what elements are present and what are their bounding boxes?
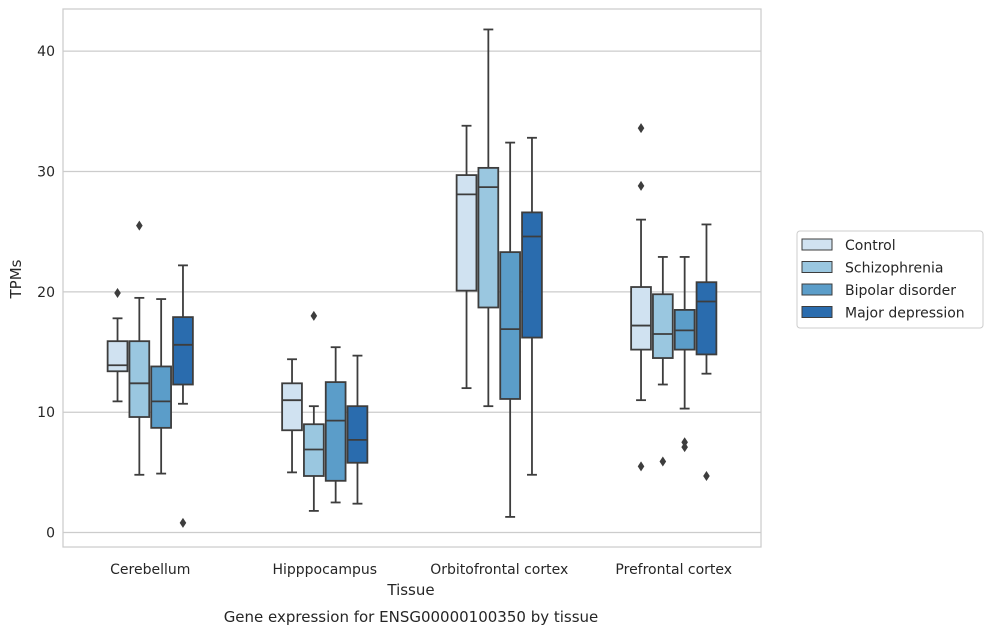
box-iqr xyxy=(281,382,303,432)
legend-swatch xyxy=(801,238,833,251)
outlier-point xyxy=(681,442,688,453)
box xyxy=(346,354,369,505)
outlier-point xyxy=(179,517,187,528)
box-iqr xyxy=(695,281,718,356)
box xyxy=(128,220,151,476)
legend-label: Bipolar disorder xyxy=(845,283,956,299)
y-tick-label: 20 xyxy=(37,285,55,301)
box xyxy=(324,346,347,504)
x-tick-label: Hipppocampus xyxy=(272,562,377,578)
box-iqr xyxy=(346,405,369,464)
grid-lines xyxy=(63,50,761,534)
figure-caption: Gene expression for ENSG00000100350 by t… xyxy=(224,608,599,626)
box xyxy=(652,256,674,467)
series-major-depression xyxy=(172,136,718,528)
box xyxy=(303,310,325,512)
legend-label: Schizophrenia xyxy=(845,261,943,277)
x-tick-label: Prefrontal cortex xyxy=(615,562,732,578)
box-iqr xyxy=(630,286,652,351)
legend-label: Major depression xyxy=(845,306,965,322)
box xyxy=(630,123,652,472)
series-control xyxy=(106,123,652,474)
box-iqr xyxy=(455,174,478,292)
y-tick-label: 30 xyxy=(37,164,55,180)
legend: Control Schizophrenia Bipolar disorder Majo… xyxy=(796,230,984,329)
box xyxy=(172,264,194,528)
outlier-point xyxy=(703,470,710,481)
box xyxy=(150,298,172,475)
x-tick-label: Cerebellum xyxy=(110,562,190,578)
plot-area-frame xyxy=(62,8,762,548)
box xyxy=(695,223,718,481)
y-axis-label: TPMs xyxy=(7,259,25,299)
y-axis-ticks: 0 10 20 30 40 xyxy=(37,44,55,541)
box-iqr xyxy=(106,340,129,373)
y-tick-label: 40 xyxy=(37,44,55,60)
box-iqr xyxy=(128,340,151,418)
outlier-point xyxy=(637,461,645,472)
box xyxy=(455,124,478,390)
legend-label: Control xyxy=(845,238,896,254)
box xyxy=(499,141,521,518)
legend-swatch xyxy=(801,261,833,273)
outlier-point xyxy=(637,180,645,191)
box-iqr xyxy=(521,211,543,339)
box-iqr xyxy=(652,293,674,359)
x-axis-ticks: Cerebellum Hipppocampus Orbitofrontal cort… xyxy=(110,562,732,578)
outlier-point xyxy=(114,288,121,299)
box xyxy=(673,256,696,453)
box-iqr xyxy=(324,381,347,482)
legend-swatch xyxy=(801,306,833,318)
box-iqr xyxy=(477,166,500,309)
box xyxy=(106,288,129,403)
box xyxy=(477,28,500,408)
series-bipolar-disorder xyxy=(150,141,696,518)
legend-frame xyxy=(796,230,984,329)
y-tick-label: 10 xyxy=(37,405,55,421)
outlier-point xyxy=(659,456,667,467)
x-axis-label: Tissue xyxy=(386,581,434,599)
series-schizophrenia xyxy=(128,28,674,512)
outlier-point xyxy=(310,310,318,321)
outlier-point xyxy=(637,123,645,134)
x-tick-label: Orbitofrontal cortex xyxy=(430,562,568,578)
outlier-point xyxy=(136,220,143,231)
box-iqr xyxy=(172,316,194,386)
box-iqr xyxy=(150,365,172,429)
box-iqr xyxy=(499,251,521,400)
y-tick-label: 0 xyxy=(46,526,55,542)
box-series-layer xyxy=(106,28,718,528)
legend-swatch xyxy=(801,283,833,296)
box xyxy=(281,358,303,474)
box xyxy=(521,136,543,476)
